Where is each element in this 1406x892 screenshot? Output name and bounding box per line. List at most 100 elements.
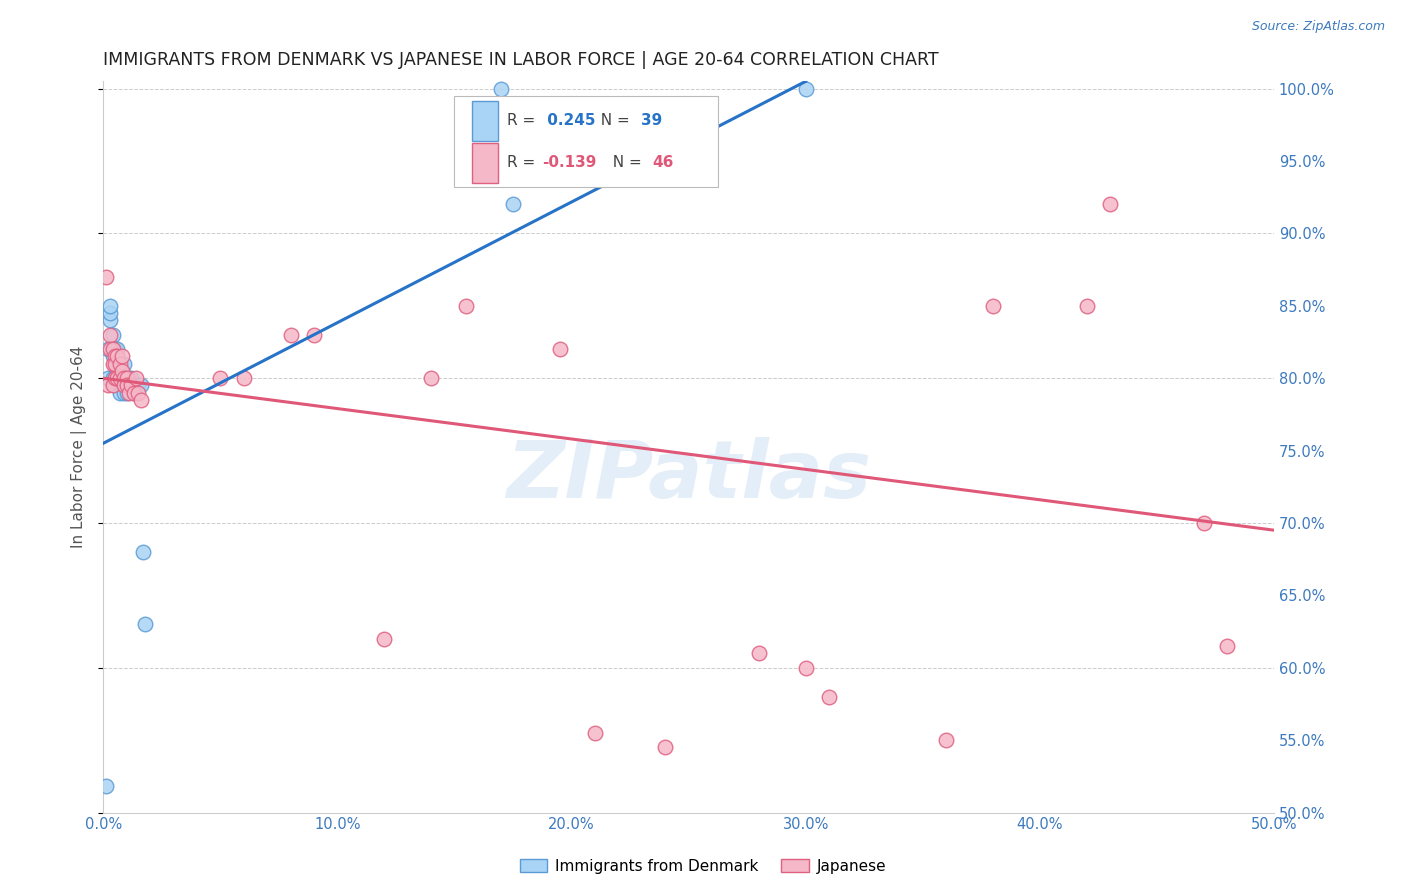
Point [118, 371, 141, 385]
Point [127, 378, 149, 392]
Text: ZIPatlas: ZIPatlas [506, 437, 872, 516]
Point [118, 385, 141, 400]
Point [209, 371, 232, 385]
Point [104, 357, 127, 371]
Point [118, 378, 141, 392]
Point [111, 350, 134, 364]
Point [981, 299, 1004, 313]
Point [232, 371, 254, 385]
Point [115, 378, 138, 392]
Point [101, 357, 124, 371]
Point [122, 385, 145, 400]
Point [112, 378, 135, 392]
Point [865, 885, 887, 892]
Point [125, 371, 148, 385]
Point [105, 350, 128, 364]
Point [105, 357, 128, 371]
Point [105, 371, 128, 385]
Point [112, 385, 135, 400]
Point [818, 690, 841, 704]
Text: Source: ZipAtlas.com: Source: ZipAtlas.com [1251, 20, 1385, 33]
Point [115, 378, 138, 392]
Y-axis label: In Labor Force | Age 20-64: In Labor Force | Age 20-64 [72, 346, 87, 548]
Point [101, 350, 124, 364]
Point [115, 371, 138, 385]
Point [583, 726, 606, 740]
Text: 0.245: 0.245 [543, 113, 596, 128]
Point [94, 269, 117, 284]
Point [105, 371, 128, 385]
Text: IMMIGRANTS FROM DENMARK VS JAPANESE IN LABOR FORCE | AGE 20-64 CORRELATION CHART: IMMIGRANTS FROM DENMARK VS JAPANESE IN L… [103, 51, 939, 69]
Text: -0.139: -0.139 [543, 155, 596, 170]
Point [115, 385, 138, 400]
Legend: Immigrants from Denmark, Japanese: Immigrants from Denmark, Japanese [513, 853, 893, 880]
Point [108, 371, 131, 385]
Point [97, 371, 120, 385]
Point [302, 327, 325, 342]
FancyBboxPatch shape [454, 96, 718, 187]
Point [748, 646, 770, 660]
Bar [472, 143, 498, 183]
Point [935, 733, 957, 747]
Text: R =: R = [508, 155, 540, 170]
Point [108, 385, 131, 400]
Point [104, 371, 127, 385]
Point [129, 378, 152, 392]
Point [125, 378, 148, 392]
Point [112, 371, 135, 385]
Point [98, 306, 121, 320]
Point [111, 378, 134, 392]
Point [104, 342, 127, 356]
Point [1216, 639, 1239, 653]
Point [420, 371, 443, 385]
Text: N =: N = [592, 113, 636, 128]
Point [654, 740, 676, 755]
Point [101, 378, 124, 392]
Point [111, 371, 134, 385]
Point [101, 371, 124, 385]
Bar [472, 101, 498, 141]
Point [111, 364, 134, 378]
Point [456, 299, 478, 313]
Point [129, 392, 152, 407]
Point [122, 385, 145, 400]
Point [104, 371, 127, 385]
Point [502, 197, 524, 211]
Point [548, 342, 571, 356]
Point [101, 327, 124, 342]
Point [108, 371, 131, 385]
Text: 46: 46 [652, 155, 673, 170]
Point [104, 378, 127, 392]
Point [97, 342, 120, 356]
Point [120, 378, 142, 392]
Point [1076, 299, 1098, 313]
Point [108, 357, 131, 371]
Point [98, 327, 121, 342]
Point [98, 299, 121, 313]
Point [134, 617, 156, 632]
Point [132, 545, 155, 559]
Point [373, 632, 395, 646]
Point [1099, 197, 1122, 211]
Point [101, 342, 124, 356]
Point [97, 378, 120, 392]
Point [112, 357, 135, 371]
Point [104, 350, 127, 364]
Point [94, 780, 117, 794]
Text: 39: 39 [641, 113, 662, 128]
Point [105, 342, 128, 356]
Point [120, 371, 142, 385]
Point [491, 81, 513, 95]
Point [1192, 516, 1215, 530]
Point [112, 371, 135, 385]
Point [98, 313, 121, 327]
Point [794, 81, 817, 95]
Point [794, 661, 817, 675]
Text: N =: N = [603, 155, 647, 170]
Point [101, 342, 124, 356]
Point [127, 385, 149, 400]
Point [104, 357, 127, 371]
Point [280, 327, 302, 342]
Point [98, 342, 121, 356]
Text: R =: R = [508, 113, 540, 128]
